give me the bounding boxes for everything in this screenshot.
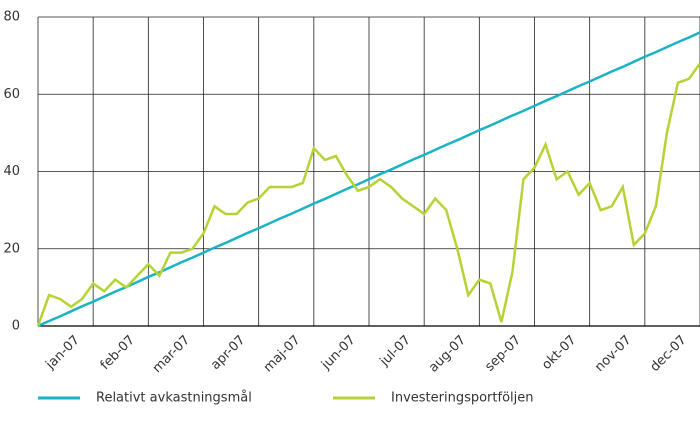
legend-label: Investeringsportföljen <box>391 391 534 406</box>
y-tick-label: 80 <box>3 10 20 25</box>
x-tick-label: sep-07 <box>482 333 524 375</box>
x-tick-label: jan-07 <box>43 333 83 373</box>
x-tick-label: dec-07 <box>648 333 690 375</box>
x-tick-label: apr-07 <box>208 333 248 373</box>
y-tick-label: 40 <box>3 164 20 179</box>
series-line <box>36 62 700 327</box>
x-tick-label: mar-07 <box>150 333 193 376</box>
x-tick-label: aug-07 <box>426 333 469 376</box>
x-tick-label: jul-07 <box>377 333 414 370</box>
y-tick-label: 0 <box>12 319 20 334</box>
x-tick-label: jun-07 <box>318 333 359 374</box>
y-tick-label: 20 <box>3 241 20 256</box>
x-tick-label: okt-07 <box>539 333 579 373</box>
x-tick-label: nov-07 <box>592 333 634 375</box>
legend-label: Relativt avkastningsmål <box>96 391 252 406</box>
series-line <box>37 31 700 328</box>
y-tick-label: 60 <box>3 87 20 102</box>
x-tick-label: feb-07 <box>98 333 138 373</box>
x-tick-label: maj-07 <box>261 333 304 376</box>
